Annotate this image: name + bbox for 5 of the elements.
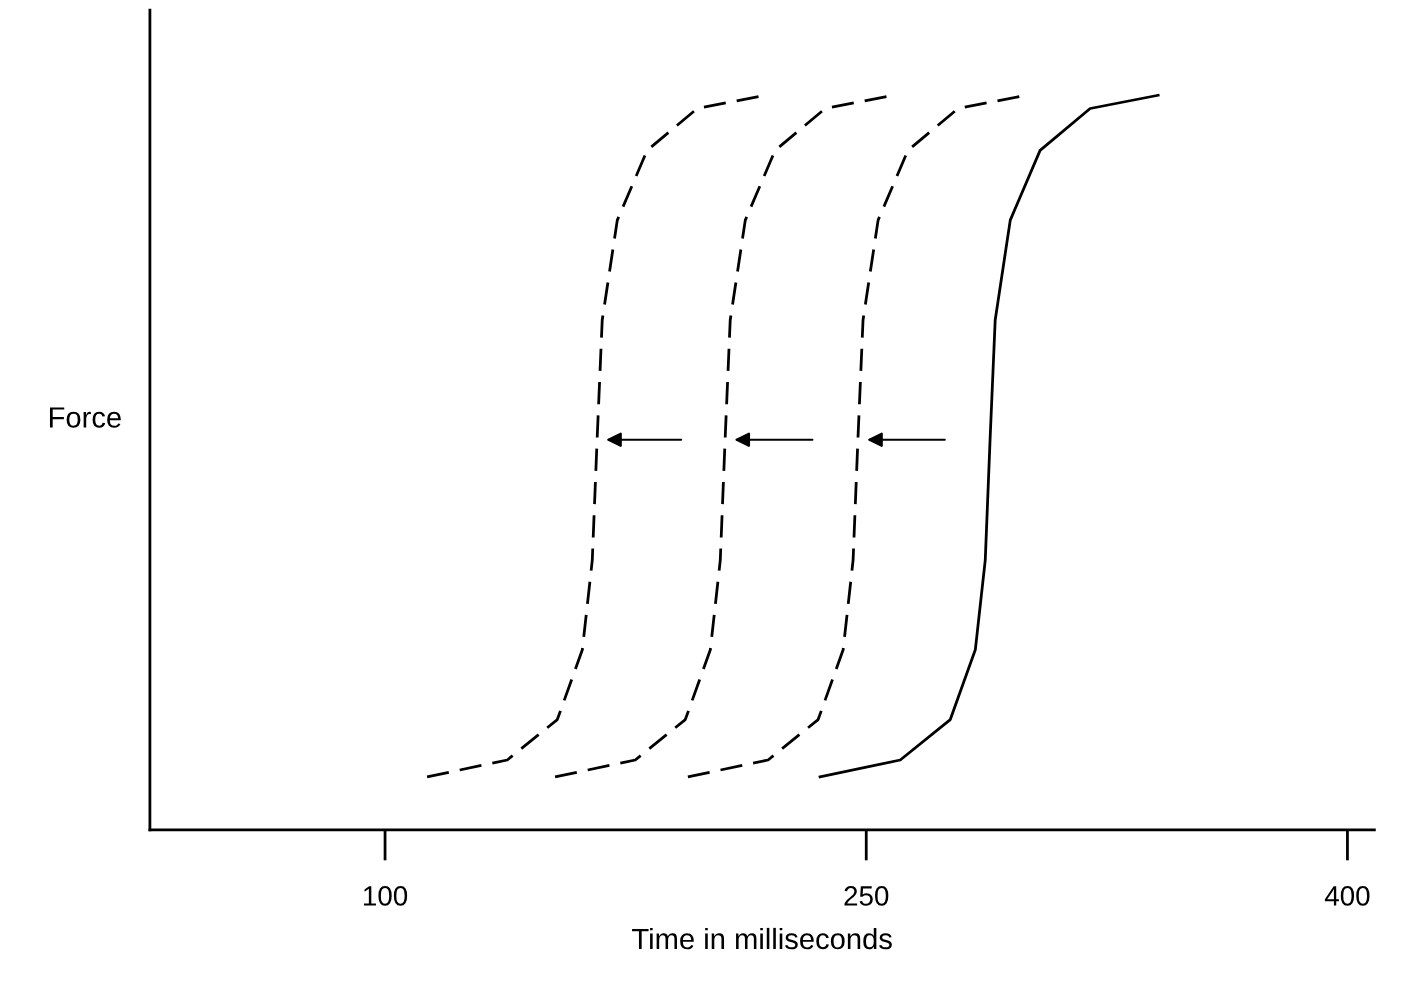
y-axis-title: Force [49, 407, 121, 428]
x-tick-label: 100 [364, 886, 408, 906]
x-tick-label: 250 [844, 886, 889, 906]
x-tick-label: 400 [1324, 886, 1370, 906]
x-axis-title: Time in milliseconds [632, 927, 892, 950]
